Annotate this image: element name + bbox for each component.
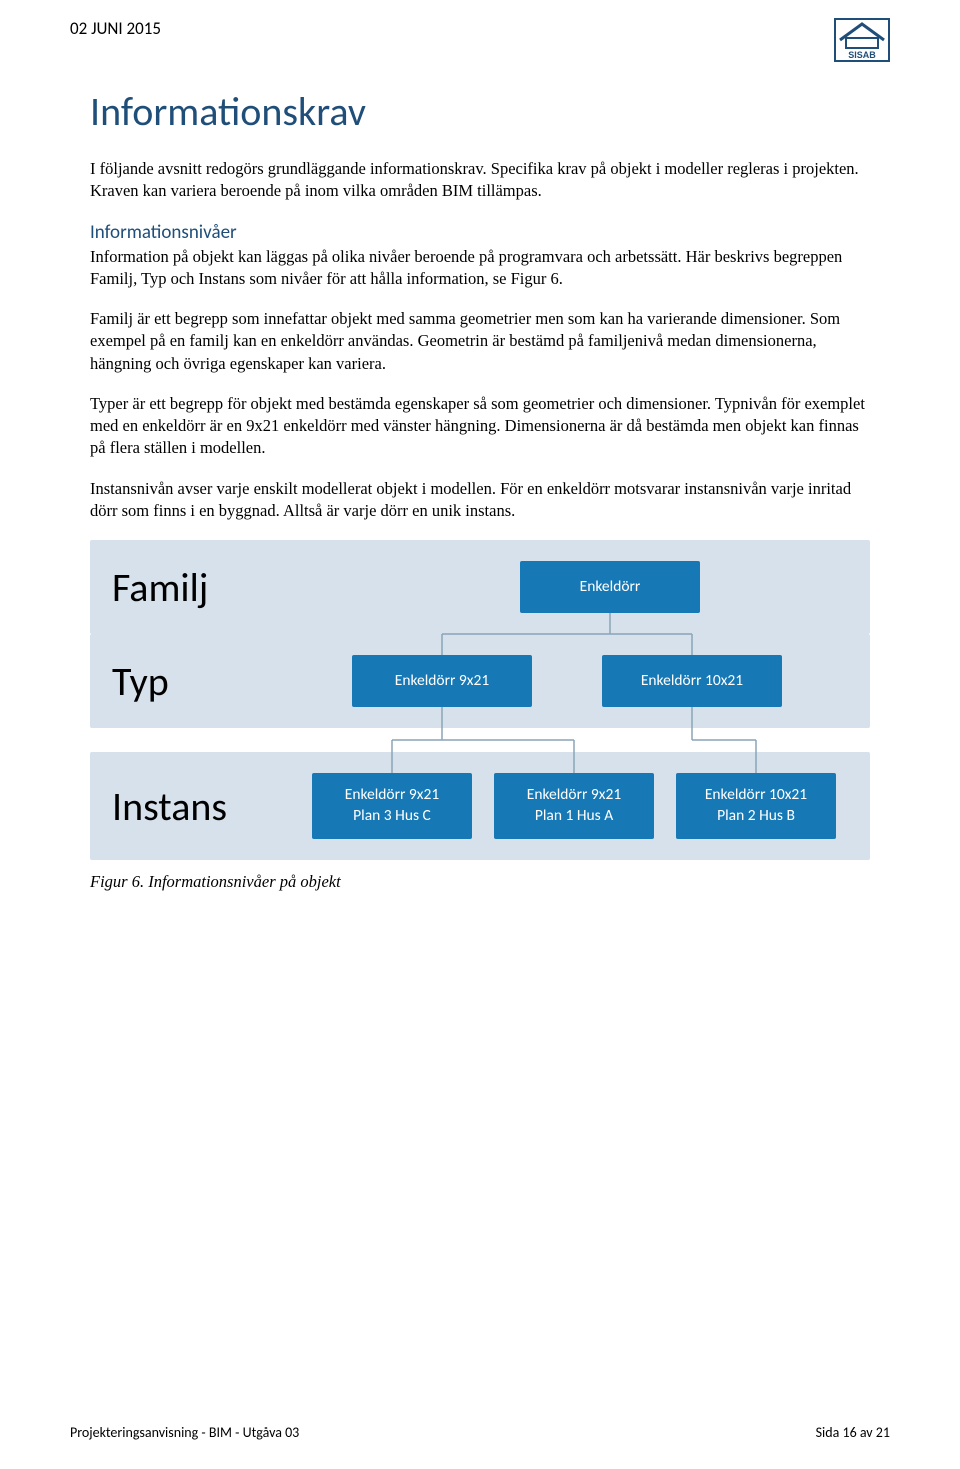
sisab-logo: SISAB bbox=[834, 18, 890, 62]
node-label-2: Plan 3 Hus C bbox=[353, 806, 431, 827]
node-label: Enkeldörr bbox=[580, 577, 641, 598]
paragraph-4: Typer är ett begrepp för objekt med best… bbox=[90, 393, 870, 460]
node-label-1: Enkeldörr 9x21 bbox=[527, 785, 621, 806]
page-header: 02 JUNI 2015 SISAB bbox=[0, 0, 960, 62]
tier-label-instans: Instans bbox=[112, 782, 312, 831]
footer-left: Projekteringsanvisning - BIM - Utgåva 03 bbox=[70, 1424, 299, 1441]
tier-label-typ: Typ bbox=[112, 657, 312, 706]
paragraph-3: Familj är ett begrepp som innefattar obj… bbox=[90, 308, 870, 375]
logo-text: SISAB bbox=[848, 50, 876, 60]
node-label-2: Plan 1 Hus A bbox=[535, 806, 613, 827]
node-label: Enkeldörr 10x21 bbox=[641, 671, 743, 692]
paragraph-2: Information på objekt kan läggas på olik… bbox=[90, 246, 870, 291]
tier-instans: Instans Enkeldörr 9x21 Plan 3 Hus C Enke… bbox=[90, 752, 870, 860]
paragraph-5: Instansnivån avser varje enskilt modelle… bbox=[90, 478, 870, 523]
tier-label-familj: Familj bbox=[112, 563, 312, 612]
hierarchy-diagram: Familj Enkeldörr Typ Enkeldörr 9x21 Enke… bbox=[90, 540, 870, 860]
footer-right: Sida 16 av 21 bbox=[816, 1424, 890, 1441]
node-label-1: Enkeldörr 9x21 bbox=[345, 785, 439, 806]
node-instans-2: Enkeldörr 9x21 Plan 1 Hus A bbox=[494, 773, 654, 839]
paragraph-1: I följande avsnitt redogörs grundläggand… bbox=[90, 158, 870, 203]
node-label-2: Plan 2 Hus B bbox=[717, 806, 795, 827]
node-label-1: Enkeldörr 10x21 bbox=[705, 785, 807, 806]
subheading: Informationsnivåer bbox=[90, 221, 870, 244]
page-footer: Projekteringsanvisning - BIM - Utgåva 03… bbox=[70, 1424, 890, 1441]
document-date: 02 JUNI 2015 bbox=[70, 18, 161, 39]
page-title: Informationskrav bbox=[90, 87, 870, 136]
node-label: Enkeldörr 9x21 bbox=[395, 671, 489, 692]
tier-familj: Familj Enkeldörr bbox=[90, 540, 870, 634]
node-typ-1: Enkeldörr 9x21 bbox=[352, 655, 532, 707]
tier-typ: Typ Enkeldörr 9x21 Enkeldörr 10x21 bbox=[90, 634, 870, 728]
node-instans-1: Enkeldörr 9x21 Plan 3 Hus C bbox=[312, 773, 472, 839]
figure-caption: Figur 6. Informationsnivåer på objekt bbox=[90, 872, 870, 892]
node-typ-2: Enkeldörr 10x21 bbox=[602, 655, 782, 707]
page-content: Informationskrav I följande avsnitt redo… bbox=[0, 62, 960, 892]
node-instans-3: Enkeldörr 10x21 Plan 2 Hus B bbox=[676, 773, 836, 839]
node-enkeldorr: Enkeldörr bbox=[520, 561, 700, 613]
connector-1-2 bbox=[290, 726, 870, 752]
